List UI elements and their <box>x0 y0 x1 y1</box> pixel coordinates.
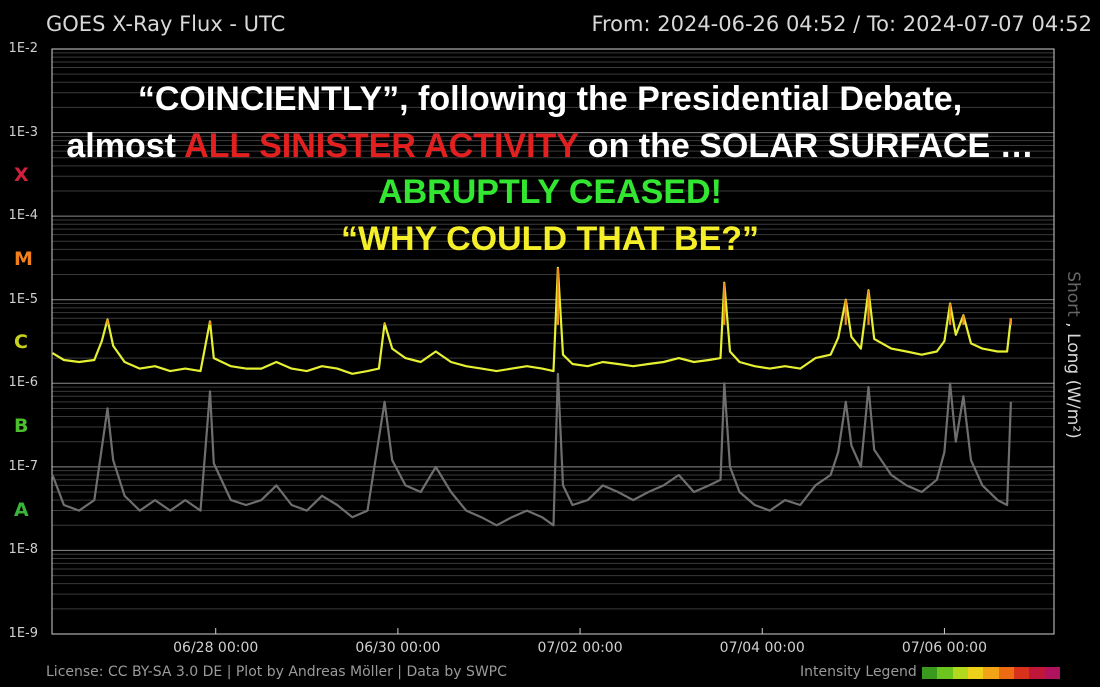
chart-title: GOES X-Ray Flux - UTC <box>46 12 286 36</box>
legend-swatch <box>952 667 968 679</box>
flare-class-b: B <box>14 414 29 437</box>
legend-swatch <box>998 667 1014 679</box>
overlay-line-2-post: on the SOLAR SURFACE … <box>578 127 1034 165</box>
x-tick-label: 06/30 00:00 <box>355 640 441 656</box>
intensity-legend-label: Intensity Legend <box>800 664 917 680</box>
y-tick-label: 1E-3 <box>8 124 38 140</box>
intensity-legend-bar <box>922 667 1060 679</box>
y-tick-label: 1E-4 <box>8 208 38 224</box>
legend-swatch <box>983 667 999 679</box>
y-tick-label: 1E-2 <box>8 41 38 56</box>
y-tick-label: 1E-6 <box>8 375 38 391</box>
license-text: License: CC BY-SA 3.0 DE | Plot by Andre… <box>46 664 507 680</box>
axis-long-label: Long (W/m²) <box>1063 333 1083 439</box>
flare-class-c: C <box>14 331 28 354</box>
flare-class-x: X <box>14 164 29 187</box>
plot-frame <box>51 48 1055 635</box>
x-tick-label: 07/04 00:00 <box>719 640 805 656</box>
overlay-line-1: “COINCIENTLY”, following the Presidentia… <box>137 80 963 118</box>
overlay-line-2-red: ALL SINISTER ACTIVITY <box>184 127 579 165</box>
legend-swatch <box>937 667 953 679</box>
legend-swatch <box>1029 667 1045 679</box>
series-long-flux <box>51 266 1012 375</box>
series-short-flux <box>51 372 1012 527</box>
y-tick-label: 1E-7 <box>8 458 38 474</box>
x-tick-label: 07/02 00:00 <box>537 640 623 656</box>
flare-class-a: A <box>14 498 29 521</box>
flare-class-m: M <box>14 247 33 270</box>
legend-swatch <box>967 667 984 679</box>
y-tick-label: 1E-9 <box>8 626 38 641</box>
legend-swatch <box>922 667 938 679</box>
right-axis-label: Short , Long (W/m²) <box>1063 271 1083 439</box>
axis-separator: , <box>1063 316 1083 334</box>
date-range: From: 2024-06-26 04:52 / To: 2024-07-07 … <box>591 12 1092 36</box>
overlay-line-4: “WHY COULD THAT BE?” <box>340 220 760 258</box>
x-tick-label: 07/06 00:00 <box>901 640 988 656</box>
legend-swatch <box>1044 667 1060 679</box>
y-tick-label: 1E-5 <box>8 291 38 307</box>
x-tick-label: 06/28 00:00 <box>173 640 259 656</box>
legend-swatch <box>1013 667 1030 679</box>
overlay-line-2: almost ALL SINISTER ACTIVITY on the SOLA… <box>0 127 1100 166</box>
y-tick-label: 1E-8 <box>8 542 38 558</box>
overlay-line-2-pre: almost <box>66 127 185 165</box>
overlay-line-3: ABRUPTLY CEASED! <box>378 173 722 211</box>
axis-short-label: Short <box>1063 271 1083 317</box>
